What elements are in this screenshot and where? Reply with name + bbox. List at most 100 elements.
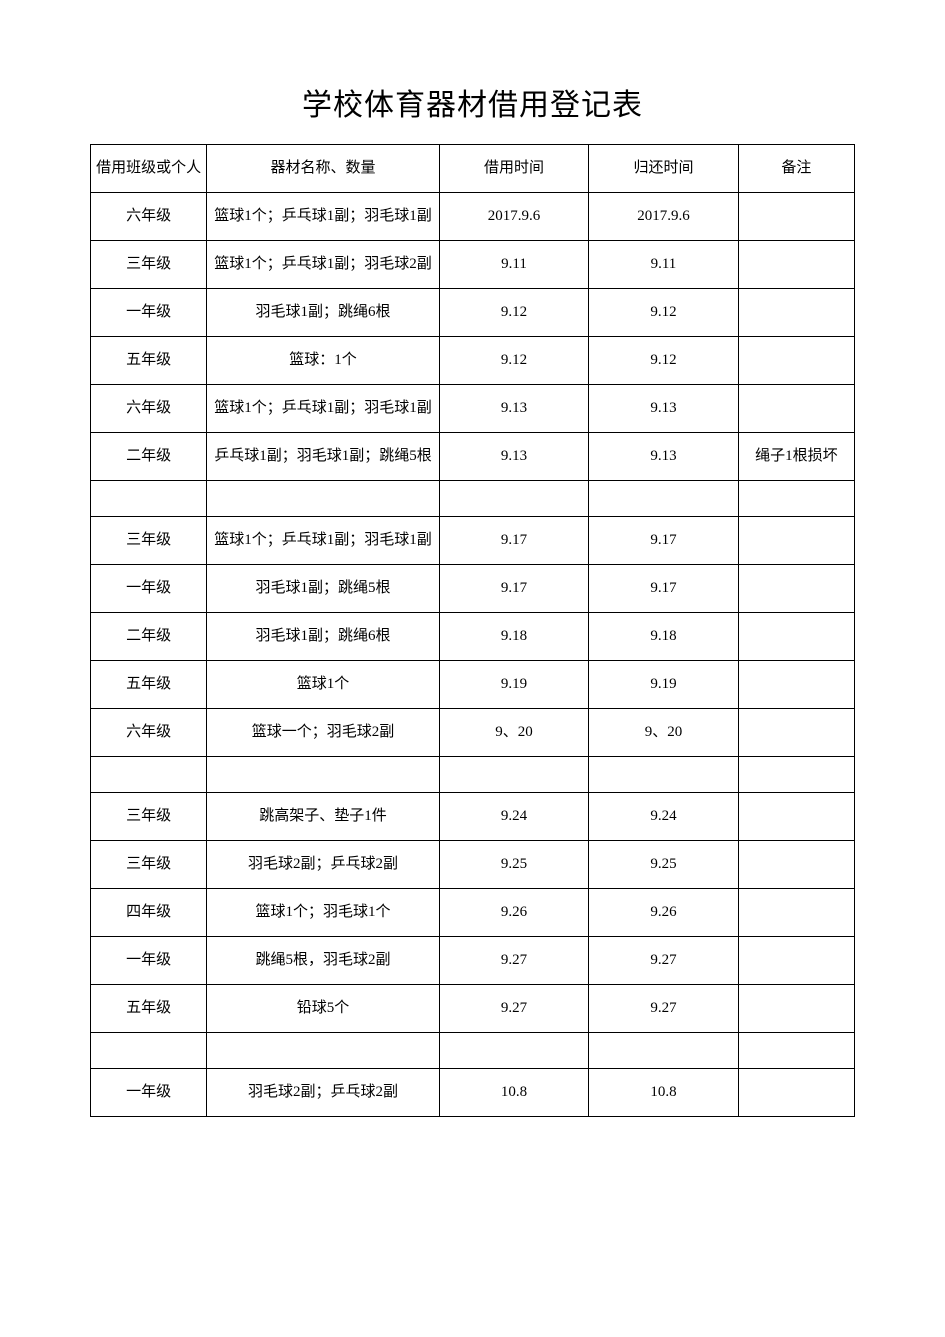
table-row: 三年级跳高架子、垫子1件9.249.24 bbox=[91, 793, 855, 841]
cell-equipment: 铅球5个 bbox=[207, 985, 440, 1033]
cell-remark bbox=[738, 841, 854, 889]
cell-class: 四年级 bbox=[91, 889, 207, 937]
cell-equipment: 羽毛球2副；乒乓球2副 bbox=[207, 841, 440, 889]
table-header-row: 借用班级或个人 器材名称、数量 借用时间 归还时间 备注 bbox=[91, 145, 855, 193]
cell-return-time: 9.26 bbox=[589, 889, 738, 937]
table-row: 三年级篮球1个；乒乓球1副；羽毛球1副9.179.17 bbox=[91, 517, 855, 565]
cell-equipment: 篮球一个；羽毛球2副 bbox=[207, 709, 440, 757]
cell-class: 六年级 bbox=[91, 385, 207, 433]
cell-class: 三年级 bbox=[91, 841, 207, 889]
cell-borrow-time: 9.17 bbox=[439, 517, 588, 565]
cell-borrow-time: 9.17 bbox=[439, 565, 588, 613]
cell-class: 五年级 bbox=[91, 337, 207, 385]
cell-remark: 绳子1根损坏 bbox=[738, 433, 854, 481]
cell-return-time bbox=[589, 1033, 738, 1069]
cell-remark bbox=[738, 937, 854, 985]
table-row: 六年级篮球1个；乒乓球1副；羽毛球1副2017.9.62017.9.6 bbox=[91, 193, 855, 241]
cell-return-time: 2017.9.6 bbox=[589, 193, 738, 241]
cell-equipment: 篮球1个；羽毛球1个 bbox=[207, 889, 440, 937]
cell-borrow-time: 9.27 bbox=[439, 937, 588, 985]
cell-remark bbox=[738, 1069, 854, 1117]
cell-borrow-time: 9.26 bbox=[439, 889, 588, 937]
cell-remark bbox=[738, 385, 854, 433]
table-row: 五年级篮球：1个9.129.12 bbox=[91, 337, 855, 385]
cell-return-time: 9.27 bbox=[589, 937, 738, 985]
cell-borrow-time: 9.12 bbox=[439, 337, 588, 385]
cell-remark bbox=[738, 709, 854, 757]
cell-class: 三年级 bbox=[91, 241, 207, 289]
cell-equipment: 篮球1个；乒乓球1副；羽毛球1副 bbox=[207, 517, 440, 565]
cell-borrow-time: 9.27 bbox=[439, 985, 588, 1033]
cell-borrow-time: 9、20 bbox=[439, 709, 588, 757]
header-borrow-time: 借用时间 bbox=[439, 145, 588, 193]
cell-return-time: 9.18 bbox=[589, 613, 738, 661]
table-row bbox=[91, 481, 855, 517]
cell-return-time: 10.8 bbox=[589, 1069, 738, 1117]
cell-remark bbox=[738, 337, 854, 385]
cell-return-time: 9.24 bbox=[589, 793, 738, 841]
cell-equipment bbox=[207, 757, 440, 793]
cell-return-time: 9.25 bbox=[589, 841, 738, 889]
table-row: 一年级跳绳5根，羽毛球2副9.279.27 bbox=[91, 937, 855, 985]
cell-return-time: 9.12 bbox=[589, 337, 738, 385]
cell-remark bbox=[738, 985, 854, 1033]
cell-borrow-time bbox=[439, 481, 588, 517]
cell-equipment: 篮球：1个 bbox=[207, 337, 440, 385]
cell-borrow-time bbox=[439, 1033, 588, 1069]
table-row: 二年级乒乓球1副；羽毛球1副；跳绳5根9.139.13绳子1根损坏 bbox=[91, 433, 855, 481]
cell-class: 二年级 bbox=[91, 613, 207, 661]
cell-equipment: 乒乓球1副；羽毛球1副；跳绳5根 bbox=[207, 433, 440, 481]
cell-class bbox=[91, 757, 207, 793]
table-row: 五年级铅球5个9.279.27 bbox=[91, 985, 855, 1033]
cell-class: 三年级 bbox=[91, 793, 207, 841]
table-row: 一年级羽毛球1副；跳绳6根9.129.12 bbox=[91, 289, 855, 337]
cell-remark bbox=[738, 481, 854, 517]
cell-remark bbox=[738, 241, 854, 289]
cell-class: 一年级 bbox=[91, 937, 207, 985]
cell-class: 三年级 bbox=[91, 517, 207, 565]
cell-remark bbox=[738, 889, 854, 937]
cell-equipment: 篮球1个；乒乓球1副；羽毛球1副 bbox=[207, 385, 440, 433]
cell-return-time: 9、20 bbox=[589, 709, 738, 757]
cell-borrow-time: 9.12 bbox=[439, 289, 588, 337]
cell-equipment: 跳绳5根，羽毛球2副 bbox=[207, 937, 440, 985]
cell-return-time bbox=[589, 481, 738, 517]
table-row: 三年级羽毛球2副；乒乓球2副9.259.25 bbox=[91, 841, 855, 889]
table-row: 一年级羽毛球2副；乒乓球2副10.810.8 bbox=[91, 1069, 855, 1117]
cell-remark bbox=[738, 193, 854, 241]
table-row: 六年级篮球1个；乒乓球1副；羽毛球1副9.139.13 bbox=[91, 385, 855, 433]
cell-equipment: 羽毛球2副；乒乓球2副 bbox=[207, 1069, 440, 1117]
header-return-time: 归还时间 bbox=[589, 145, 738, 193]
cell-remark bbox=[738, 757, 854, 793]
cell-borrow-time: 9.18 bbox=[439, 613, 588, 661]
cell-equipment bbox=[207, 481, 440, 517]
equipment-table: 借用班级或个人 器材名称、数量 借用时间 归还时间 备注 六年级篮球1个；乒乓球… bbox=[90, 144, 855, 1117]
cell-return-time: 9.11 bbox=[589, 241, 738, 289]
header-class: 借用班级或个人 bbox=[91, 145, 207, 193]
cell-return-time: 9.19 bbox=[589, 661, 738, 709]
cell-remark bbox=[738, 1033, 854, 1069]
cell-return-time: 9.17 bbox=[589, 517, 738, 565]
table-row: 六年级篮球一个；羽毛球2副9、209、20 bbox=[91, 709, 855, 757]
cell-equipment bbox=[207, 1033, 440, 1069]
cell-borrow-time: 9.25 bbox=[439, 841, 588, 889]
cell-class bbox=[91, 481, 207, 517]
cell-borrow-time: 2017.9.6 bbox=[439, 193, 588, 241]
cell-return-time: 9.17 bbox=[589, 565, 738, 613]
header-remark: 备注 bbox=[738, 145, 854, 193]
table-row bbox=[91, 757, 855, 793]
cell-equipment: 跳高架子、垫子1件 bbox=[207, 793, 440, 841]
cell-return-time bbox=[589, 757, 738, 793]
table-row: 一年级羽毛球1副；跳绳5根9.179.17 bbox=[91, 565, 855, 613]
cell-class: 六年级 bbox=[91, 709, 207, 757]
table-row: 四年级篮球1个；羽毛球1个9.269.26 bbox=[91, 889, 855, 937]
cell-remark bbox=[738, 565, 854, 613]
cell-class: 五年级 bbox=[91, 661, 207, 709]
page-title: 学校体育器材借用登记表 bbox=[90, 80, 855, 124]
cell-borrow-time: 10.8 bbox=[439, 1069, 588, 1117]
cell-class: 二年级 bbox=[91, 433, 207, 481]
cell-class bbox=[91, 1033, 207, 1069]
cell-equipment: 羽毛球1副；跳绳6根 bbox=[207, 289, 440, 337]
cell-remark bbox=[738, 661, 854, 709]
cell-remark bbox=[738, 289, 854, 337]
